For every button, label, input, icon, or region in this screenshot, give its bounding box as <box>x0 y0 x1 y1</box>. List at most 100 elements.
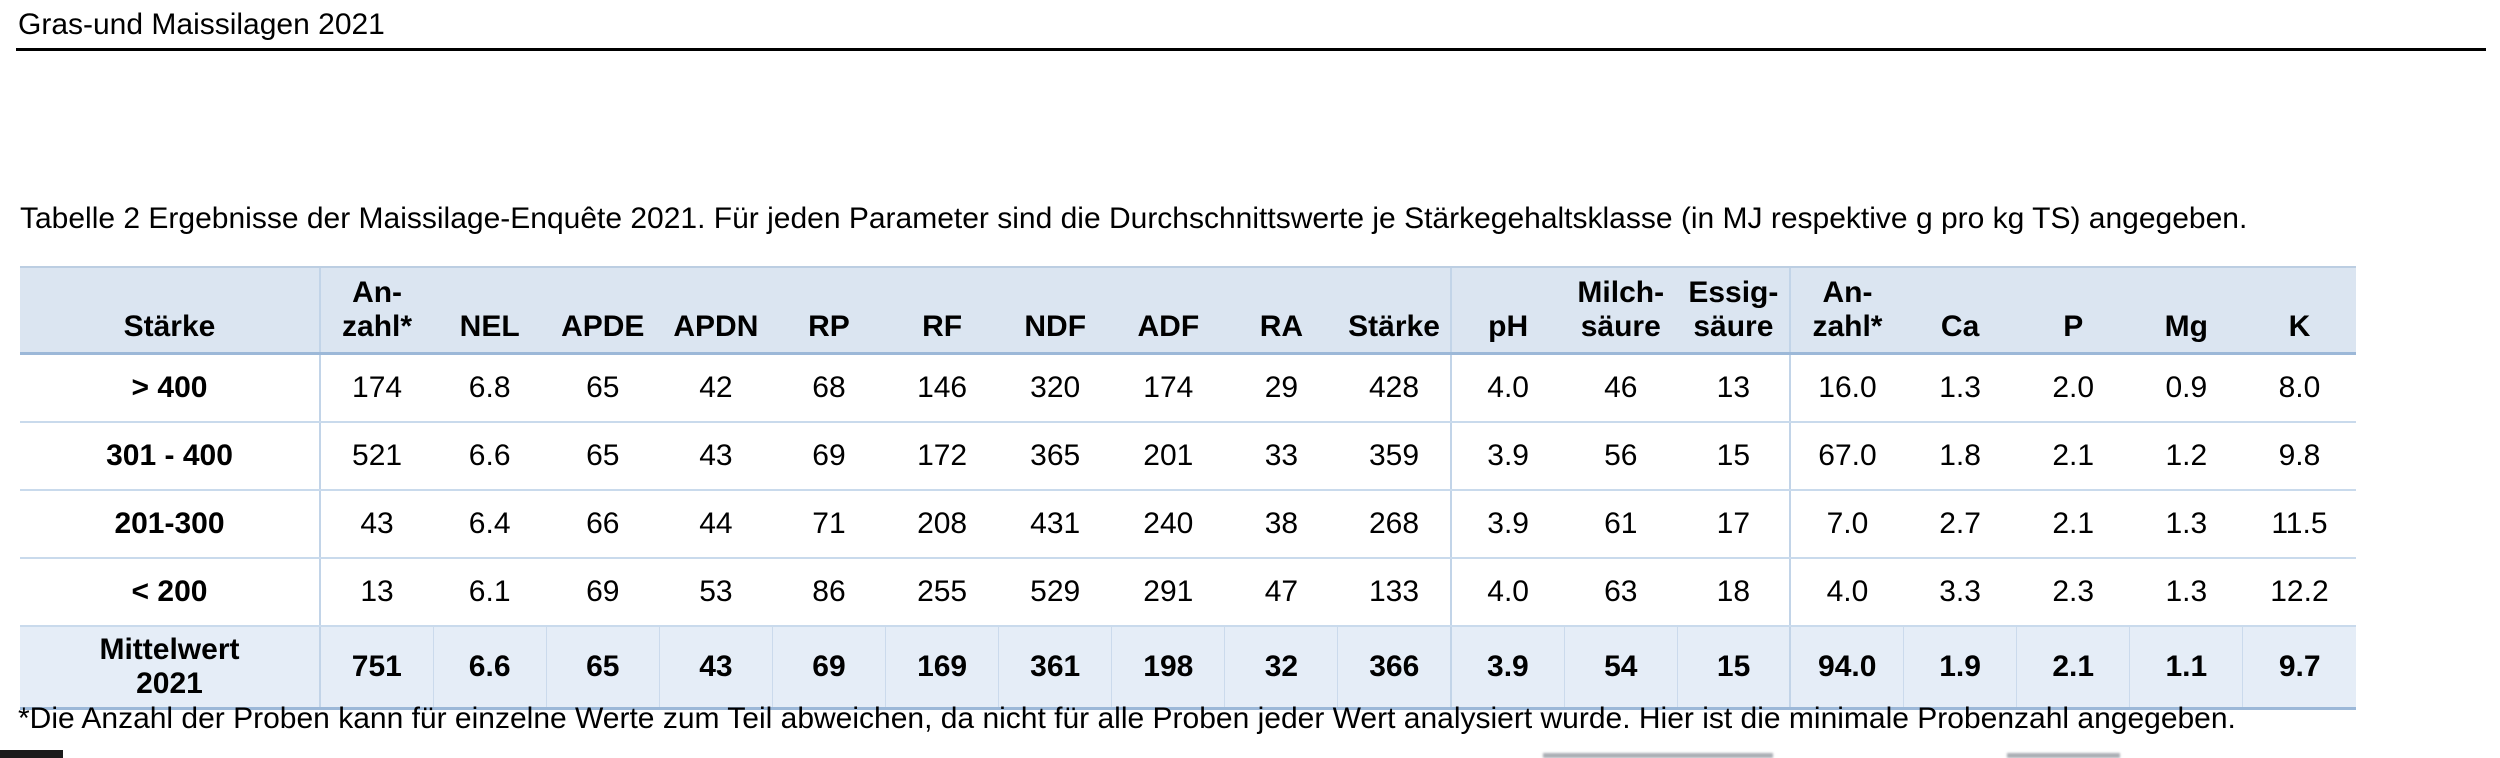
table-cell: 169 <box>885 626 999 711</box>
table-cell: 2.1 <box>2016 626 2130 711</box>
column-header: RF <box>885 266 999 356</box>
table-cell: 366 <box>1337 626 1452 711</box>
table-cell: 3.9 <box>1450 422 1565 492</box>
table-cell: 4.0 <box>1450 353 1565 424</box>
table-cell: 56 <box>1564 422 1678 492</box>
table-cell: 4.0 <box>1789 558 1904 628</box>
table-cell: 15 <box>1677 422 1791 492</box>
table-cell: 2.3 <box>2016 558 2130 628</box>
column-header: P <box>2016 266 2130 356</box>
table-cell: 146 <box>885 353 999 424</box>
table-cell: 42 <box>659 353 773 424</box>
cropped-bottom-artifact <box>1543 753 1773 758</box>
table-cell: 208 <box>885 490 999 560</box>
table-cell: 6.1 <box>433 558 547 628</box>
column-header: RP <box>772 266 886 356</box>
table-cell: 54 <box>1563 626 1678 711</box>
column-header: Mg <box>2129 266 2243 356</box>
table-cell: 8.0 <box>2242 353 2356 424</box>
results-table: Stärke An- zahl* NEL APDE APDN RP RF NDF… <box>20 266 2356 711</box>
table-cell: 15 <box>1676 626 1791 711</box>
table-cell: 68 <box>772 353 886 424</box>
column-header: NDF <box>998 266 1112 356</box>
table-cell: 71 <box>772 490 886 560</box>
column-header: K <box>2242 266 2356 356</box>
column-header: APDN <box>659 266 773 356</box>
table-cell: 86 <box>772 558 886 628</box>
cropped-bottom-artifact <box>2007 753 2120 758</box>
table-cell: 65 <box>546 422 660 492</box>
table-footnote: *Die Anzahl der Proben kann für einzelne… <box>18 702 2236 735</box>
table-cell: 66 <box>546 490 660 560</box>
table-cell: 6.4 <box>433 490 547 560</box>
table-cell: 16.0 <box>1789 353 1904 424</box>
cropped-bottom-artifact <box>0 750 63 758</box>
table-cell: 255 <box>885 558 999 628</box>
table-cell: 65 <box>546 353 660 424</box>
table-cell: 2.1 <box>2016 422 2130 492</box>
table-cell: 1.1 <box>2129 626 2243 711</box>
row-label: > 400 <box>20 353 320 424</box>
table-cell: 11.5 <box>2242 490 2356 560</box>
table-cell: 365 <box>998 422 1112 492</box>
table-cell: 69 <box>546 558 660 628</box>
column-header: Stärke <box>20 266 320 356</box>
table-cell: 1.3 <box>1903 353 2017 424</box>
table-cell: 65 <box>545 626 660 711</box>
table-cell: 47 <box>1224 558 1338 628</box>
table-caption: Tabelle 2 Ergebnisse der Maissilage-Enqu… <box>20 202 2248 235</box>
row-label: 301 - 400 <box>20 422 320 492</box>
row-label: Mittelwert 2021 <box>20 626 320 711</box>
table-cell: 44 <box>659 490 773 560</box>
column-header: Stärke <box>1337 266 1452 356</box>
table-cell: 2.7 <box>1903 490 2017 560</box>
table-row: > 400 174 6.8 65 42 68 146 320 174 29 42… <box>20 353 2356 424</box>
table-cell: 3.9 <box>1450 626 1565 711</box>
table-cell: 4.0 <box>1450 558 1565 628</box>
column-header: Essig- säure <box>1677 266 1791 356</box>
table-cell: 361 <box>998 626 1112 711</box>
table-cell: 174 <box>1111 353 1225 424</box>
column-header: APDE <box>546 266 660 356</box>
table-cell: 18 <box>1677 558 1791 628</box>
table-cell: 69 <box>771 626 886 711</box>
table-cell: 1.3 <box>2129 490 2243 560</box>
table-cell: 1.2 <box>2129 422 2243 492</box>
column-header: An- zahl* <box>1789 266 1904 356</box>
table-cell: 63 <box>1564 558 1678 628</box>
column-header: Milch- säure <box>1564 266 1678 356</box>
table-cell: 431 <box>998 490 1112 560</box>
table-cell: 133 <box>1337 558 1452 628</box>
summary-row: Mittelwert 2021 751 6.6 65 43 69 169 361… <box>20 626 2356 711</box>
table-cell: 359 <box>1337 422 1452 492</box>
table-cell: 201 <box>1111 422 1225 492</box>
table-cell: 291 <box>1111 558 1225 628</box>
table-cell: 2.1 <box>2016 490 2130 560</box>
header-row: Stärke An- zahl* NEL APDE APDN RP RF NDF… <box>20 266 2356 356</box>
table-cell: 43 <box>658 626 773 711</box>
table-cell: 38 <box>1224 490 1338 560</box>
table-cell: 2.0 <box>2016 353 2130 424</box>
table-cell: 1.3 <box>2129 558 2243 628</box>
table-cell: 1.8 <box>1903 422 2017 492</box>
table-cell: 428 <box>1337 353 1452 424</box>
table-cell: 7.0 <box>1789 490 1904 560</box>
row-label: 201-300 <box>20 490 320 560</box>
table-cell: 751 <box>318 626 434 711</box>
table-cell: 529 <box>998 558 1112 628</box>
table-cell: 13 <box>318 558 434 628</box>
page-title: Gras-und Maissilagen 2021 <box>18 8 385 41</box>
column-header: An- zahl* <box>318 266 434 356</box>
table-cell: 12.2 <box>2242 558 2356 628</box>
table-cell: 172 <box>885 422 999 492</box>
table-cell: 3.3 <box>1903 558 2017 628</box>
table-cell: 67.0 <box>1789 422 1904 492</box>
table-cell: 1.9 <box>1903 626 2017 711</box>
table-cell: 53 <box>659 558 773 628</box>
table-cell: 32 <box>1224 626 1338 711</box>
table-cell: 521 <box>318 422 434 492</box>
table-row: 201-300 43 6.4 66 44 71 208 431 240 38 2… <box>20 490 2356 560</box>
table-cell: 174 <box>318 353 434 424</box>
title-underline <box>16 48 2486 51</box>
